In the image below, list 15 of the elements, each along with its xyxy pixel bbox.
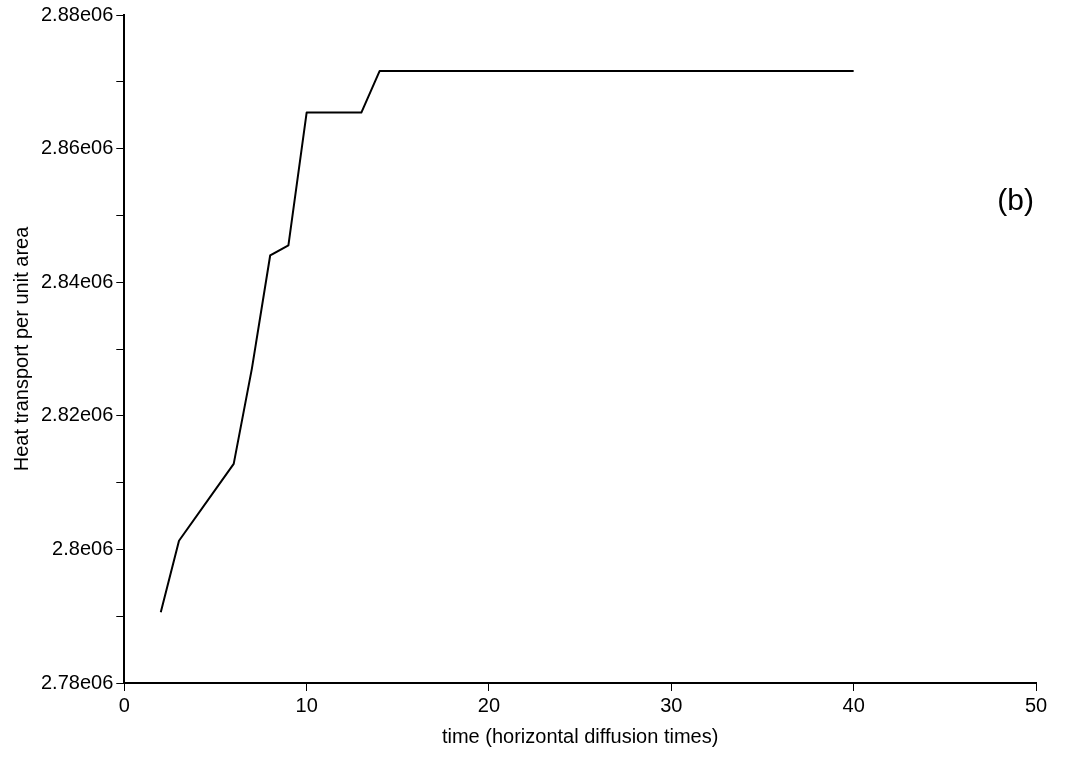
x-axis-title: time (horizontal diffusion times) (441, 724, 719, 747)
y-tick-label: 2.84e06 (41, 269, 114, 292)
x-tick-label: 40 (842, 693, 865, 716)
y-tick-label: 2.78e06 (41, 670, 114, 693)
y-tick-label: 2.8e06 (52, 536, 114, 559)
annotation: (b) (997, 183, 1034, 217)
x-tick-label: 0 (118, 693, 130, 716)
y-tick-label: 2.86e06 (41, 136, 114, 159)
x-tick-label: 30 (660, 693, 683, 716)
x-tick-label: 50 (1024, 693, 1048, 716)
x-tick-label: 20 (477, 693, 501, 716)
y-tick-label: 2.82e06 (41, 403, 114, 426)
x-tick-label: 10 (295, 693, 318, 716)
y-tick-label: 2.88e06 (41, 2, 114, 25)
y-axis-title: Heat transport per unit area (9, 225, 32, 472)
